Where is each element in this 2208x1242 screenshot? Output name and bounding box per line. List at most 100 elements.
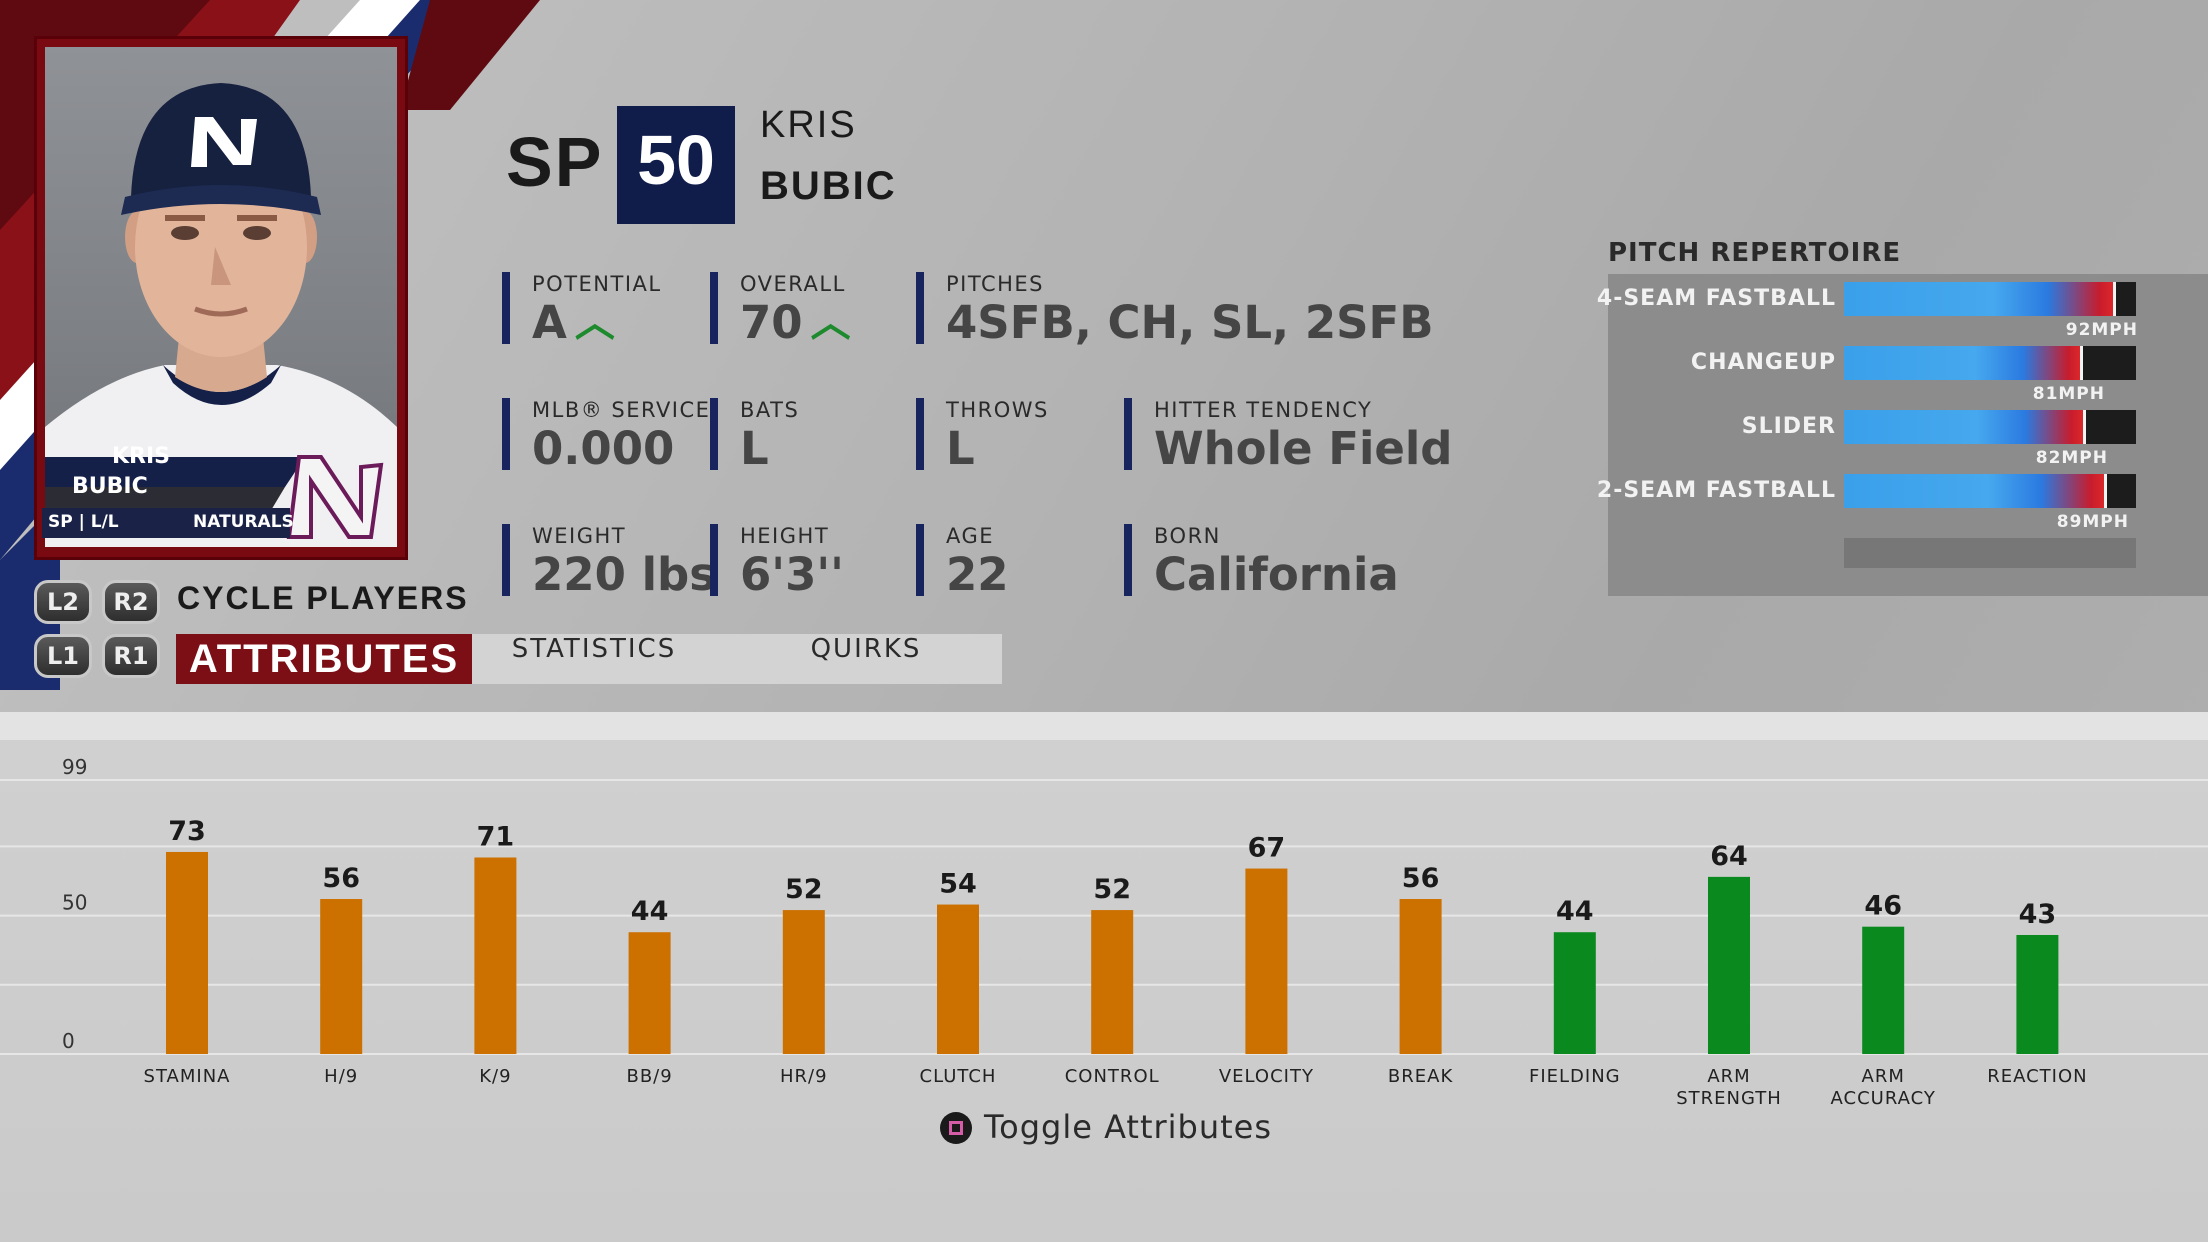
pitch-name: SLIDER bbox=[1741, 414, 1836, 439]
weight-value: 220 lbs bbox=[532, 548, 717, 601]
info-overall: OVERALL 70 ︿ bbox=[710, 272, 851, 349]
attribute-bar bbox=[320, 899, 363, 1054]
pitch-speed: 89MPH bbox=[2056, 512, 2129, 532]
pitch-speed: 81MPH bbox=[2032, 384, 2105, 404]
bats-value: L bbox=[740, 422, 769, 475]
overall-badge-bg bbox=[617, 106, 735, 224]
tab-quirks[interactable]: QUIRKS bbox=[810, 634, 922, 664]
x-tick-label: VELOCITY bbox=[1219, 1066, 1314, 1087]
cycle-players-label: CYCLE PLAYERS bbox=[177, 580, 469, 616]
info-service: MLB® SERVICE 0.000 bbox=[502, 398, 710, 475]
y-tick-label: 99 bbox=[62, 755, 87, 779]
attribute-bar bbox=[474, 857, 517, 1054]
r1-button[interactable]: R1 bbox=[102, 634, 160, 678]
info-weight: WEIGHT 220 lbs bbox=[502, 524, 716, 601]
bar-value-label: 52 bbox=[785, 874, 823, 905]
throws-label: THROWS bbox=[946, 398, 1049, 422]
pitch-row: SLIDER 82MPH bbox=[1608, 406, 2208, 468]
info-height: HEIGHT 6'3'' bbox=[710, 524, 844, 601]
pitch-empty-slot bbox=[1844, 538, 2136, 568]
tab-statistics[interactable]: STATISTICS bbox=[511, 634, 677, 664]
pitch-rating-bar bbox=[1844, 410, 2136, 444]
height-label: HEIGHT bbox=[740, 524, 830, 548]
bar-value-label: 73 bbox=[168, 816, 206, 847]
tendency-label: HITTER TENDENCY bbox=[1154, 398, 1373, 422]
throws-value: L bbox=[946, 422, 975, 475]
overall-badge: 50 bbox=[637, 121, 715, 199]
bar-value-label: 56 bbox=[322, 863, 360, 894]
x-tick-label: ARM bbox=[1862, 1066, 1905, 1087]
toggle-attributes-label[interactable]: Toggle Attributes bbox=[984, 1108, 1273, 1146]
attribute-bar bbox=[1245, 868, 1288, 1054]
pitch-name: 4-SEAM FASTBALL bbox=[1596, 286, 1836, 311]
info-bats: BATS L bbox=[710, 398, 799, 475]
info-age: AGE 22 bbox=[916, 524, 1009, 601]
team-logo-icon bbox=[286, 455, 384, 539]
bar-value-label: 64 bbox=[1710, 841, 1748, 872]
x-tick-label: STAMINA bbox=[144, 1066, 231, 1087]
player-position: SP bbox=[506, 123, 604, 201]
tab-attributes[interactable]: ATTRIBUTES bbox=[176, 634, 472, 684]
x-tick-label: H/9 bbox=[324, 1066, 358, 1087]
attribute-bar bbox=[166, 851, 208, 1054]
age-value: 22 bbox=[946, 548, 1009, 601]
x-tick-label: STRENGTH bbox=[1676, 1088, 1782, 1109]
x-tick-label: K/9 bbox=[479, 1066, 511, 1087]
pitch-rating-fill bbox=[1844, 410, 2086, 444]
arrow-up-icon: ︿ bbox=[574, 300, 615, 346]
overall-label: OVERALL bbox=[740, 272, 846, 296]
y-tick-label: 0 bbox=[62, 1029, 75, 1053]
x-tick-label: REACTION bbox=[1987, 1066, 2087, 1087]
born-value: California bbox=[1154, 548, 1399, 601]
attribute-bar bbox=[937, 904, 979, 1054]
potential-label: POTENTIAL bbox=[532, 272, 662, 296]
attribute-bar bbox=[1708, 876, 1750, 1054]
attribute-bar bbox=[782, 910, 825, 1054]
r2-button[interactable]: R2 bbox=[102, 580, 160, 624]
pitches-value: 4SFB, CH, SL, 2SFB bbox=[946, 296, 1434, 349]
arrow-up-icon: ︿ bbox=[810, 300, 851, 346]
pitch-speed: 92MPH bbox=[2065, 320, 2138, 340]
pitch-speed: 82MPH bbox=[2035, 448, 2108, 468]
pitch-rating-fill bbox=[1844, 474, 2107, 508]
bar-value-label: 43 bbox=[2019, 899, 2057, 930]
pitch-name: 2-SEAM FASTBALL bbox=[1596, 478, 1836, 503]
x-tick-label: ARM bbox=[1707, 1066, 1750, 1087]
player-last-name: BUBIC bbox=[760, 164, 897, 208]
x-tick-label: ACCURACY bbox=[1831, 1088, 1936, 1109]
card-first-name: KRIS bbox=[112, 444, 171, 469]
player-first-name: KRIS bbox=[760, 104, 857, 146]
x-tick-label: BREAK bbox=[1388, 1066, 1454, 1087]
pitches-label: PITCHES bbox=[946, 272, 1045, 296]
attribute-bar bbox=[1399, 899, 1442, 1054]
x-tick-label: FIELDING bbox=[1529, 1066, 1621, 1087]
bar-value-label: 56 bbox=[1402, 863, 1440, 894]
x-tick-label: HR/9 bbox=[780, 1066, 828, 1087]
l1-button[interactable]: L1 bbox=[34, 634, 92, 678]
info-throws: THROWS L bbox=[916, 398, 1049, 475]
age-label: AGE bbox=[946, 524, 995, 548]
card-last-name: BUBIC bbox=[72, 474, 148, 499]
attribute-bar bbox=[628, 932, 671, 1054]
info-pitches: PITCHES 4SFB, CH, SL, 2SFB bbox=[916, 272, 1434, 349]
pitch-rating-marker bbox=[2113, 282, 2116, 316]
card-info-strip bbox=[42, 508, 290, 538]
info-born: BORN California bbox=[1124, 524, 1399, 601]
bar-value-label: 71 bbox=[477, 821, 515, 852]
bar-value-label: 67 bbox=[1248, 833, 1286, 864]
pitch-rating-marker bbox=[2080, 346, 2083, 380]
card-team-name: NATURALS bbox=[193, 512, 294, 532]
attribute-bar bbox=[1862, 926, 1905, 1054]
bar-value-label: 44 bbox=[1556, 896, 1594, 927]
x-tick-label: BB/9 bbox=[626, 1066, 672, 1087]
tendency-value: Whole Field bbox=[1154, 422, 1453, 475]
pitch-rating-bar bbox=[1844, 346, 2136, 380]
l2-button[interactable]: L2 bbox=[34, 580, 92, 624]
bar-value-label: 54 bbox=[939, 869, 977, 900]
pitch-rating-marker bbox=[2104, 474, 2107, 508]
potential-value: A bbox=[532, 296, 567, 349]
born-label: BORN bbox=[1154, 524, 1221, 548]
pitch-rating-bar bbox=[1844, 474, 2136, 508]
square-button-icon[interactable] bbox=[940, 1112, 972, 1144]
info-potential: POTENTIAL A ︿ bbox=[502, 272, 662, 349]
